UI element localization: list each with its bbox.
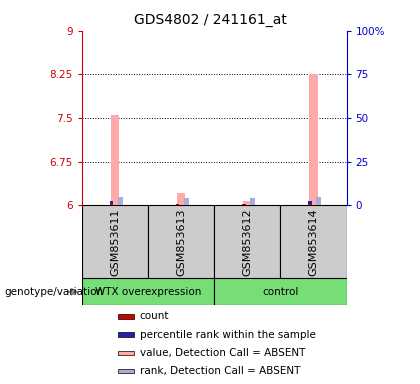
Bar xyxy=(118,369,134,373)
Bar xyxy=(176,204,179,205)
Text: GDS4802 / 241161_at: GDS4802 / 241161_at xyxy=(134,13,286,27)
Bar xyxy=(148,205,214,278)
Text: percentile rank within the sample: percentile rank within the sample xyxy=(139,329,315,339)
Bar xyxy=(177,193,185,205)
Bar xyxy=(281,205,346,278)
Text: control: control xyxy=(262,287,299,297)
Bar xyxy=(82,205,148,278)
Bar xyxy=(316,197,321,205)
Bar xyxy=(308,202,312,204)
Bar xyxy=(111,115,119,205)
Text: WTX overexpression: WTX overexpression xyxy=(95,287,201,297)
Bar xyxy=(110,201,113,204)
Bar xyxy=(110,204,113,205)
Bar xyxy=(118,314,134,318)
Text: count: count xyxy=(139,311,169,321)
Bar xyxy=(214,205,281,278)
Bar xyxy=(118,333,134,337)
Bar xyxy=(118,351,134,355)
Bar xyxy=(243,201,252,205)
Text: value, Detection Call = ABSENT: value, Detection Call = ABSENT xyxy=(139,348,305,358)
Bar xyxy=(308,204,312,205)
Bar xyxy=(184,198,189,205)
Text: GSM853612: GSM853612 xyxy=(242,208,252,276)
Bar xyxy=(214,278,346,305)
Bar xyxy=(250,199,255,205)
Bar xyxy=(118,197,123,205)
Text: GSM853611: GSM853611 xyxy=(110,208,120,276)
Text: genotype/variation: genotype/variation xyxy=(4,287,103,297)
Bar xyxy=(309,74,318,205)
Bar xyxy=(82,278,214,305)
Bar xyxy=(242,204,246,205)
Text: GSM853614: GSM853614 xyxy=(308,208,318,276)
Text: GSM853613: GSM853613 xyxy=(176,208,186,276)
Text: rank, Detection Call = ABSENT: rank, Detection Call = ABSENT xyxy=(139,366,300,376)
